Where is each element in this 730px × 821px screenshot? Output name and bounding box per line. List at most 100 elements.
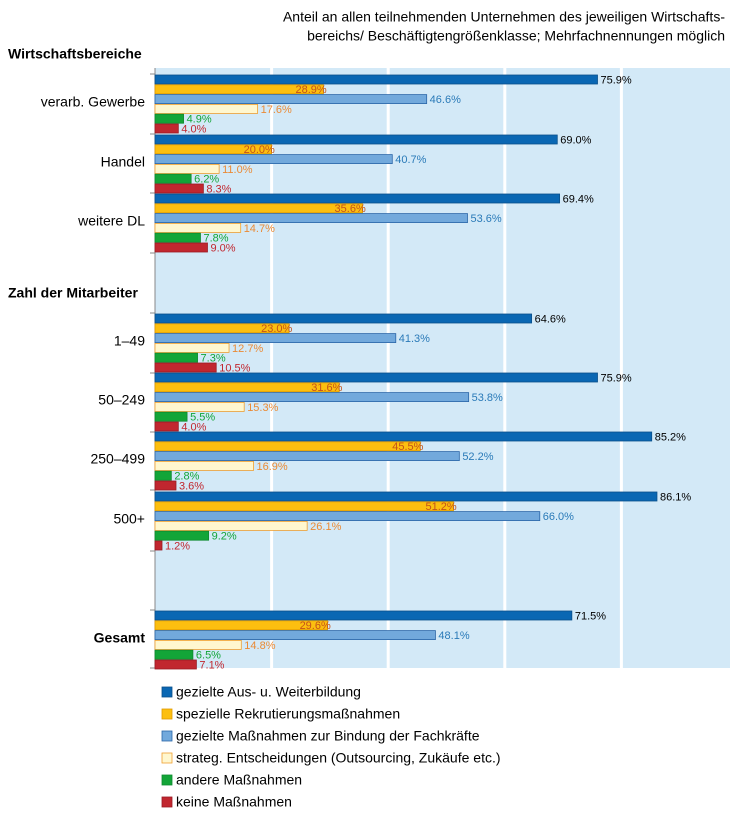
bar [154,113,184,124]
value-label: 48.1% [438,630,469,642]
bar [154,203,363,214]
value-label: 3.6% [179,480,204,492]
bar [154,521,308,531]
bar [154,630,436,640]
legend-label: gezielte Aus- u. Weiterbildung [176,684,361,700]
legend-swatch [161,730,173,742]
bar [154,213,468,224]
value-label: 40.7% [395,154,426,166]
bar [154,134,558,145]
bar [154,84,324,95]
bar [154,163,220,174]
bar [154,460,254,471]
bar [154,411,188,422]
category-label: verarb. Gewerbe [41,94,145,110]
bar [154,183,204,194]
subtitle: bereichs/ Beschäftigtengrößenklasse; Meh… [307,28,725,44]
value-label: 66.0% [543,511,574,523]
value-label: 75.9% [600,372,631,384]
value-label: 6.2% [194,174,219,186]
value-label: 17.6% [261,104,292,116]
bar [154,123,179,134]
bar [154,470,172,481]
value-label: 45.5% [392,441,423,453]
value-label: 9.0% [210,242,235,254]
category-label: 1–49 [114,333,145,349]
category-label: Gesamt [94,630,146,646]
value-label: 10.5% [219,362,250,374]
value-label: 11.0% [222,164,253,176]
value-label: 75.9% [600,74,631,86]
value-label: 53.8% [472,392,503,404]
value-label: 52.2% [462,451,493,463]
bar [154,372,598,383]
bar [154,392,470,403]
bar [154,94,428,104]
value-label: 23.0% [261,323,292,335]
bar [154,154,393,165]
value-label: 4.9% [187,114,212,126]
legend-label: andere Maßnahmen [176,772,302,788]
bar [154,144,272,155]
legend-label: gezielte Maßnahmen zur Bindung der Fachk… [176,728,480,744]
legend-swatch [161,752,173,764]
bar [154,401,245,412]
value-label: 7.8% [203,233,228,245]
value-label: 41.3% [399,333,430,345]
subtitle: Anteil an allen teilnehmenden Unternehme… [283,9,725,25]
legend-label: keine Maßnahmen [176,794,292,810]
bar [154,313,533,324]
bar [154,441,421,452]
bar [154,173,192,184]
value-label: 35.6% [335,203,366,215]
value-label: 53.6% [470,213,501,225]
bar [154,362,217,373]
bar [154,431,653,442]
category-label: 50–249 [98,392,145,408]
bar [154,640,242,650]
value-label: 6.5% [196,650,221,662]
bar [154,104,259,114]
value-label: 8.3% [206,183,231,195]
value-label: 85.2% [655,431,686,443]
legend-swatch [161,796,173,808]
category-label: weitere DL [77,213,145,229]
bar [154,491,658,502]
category-label: Handel [101,154,145,170]
bar [154,342,230,353]
bar [154,649,194,660]
value-label: 7.3% [201,353,226,365]
bar [154,74,598,85]
value-label: 5.5% [190,412,215,424]
bar [154,620,328,631]
bar [154,530,210,541]
value-label: 71.5% [575,610,606,622]
value-label: 1.2% [165,540,190,552]
value-label: 29.6% [300,620,331,632]
legend-label: strateg. Entscheidungen (Outsourcing, Zu… [176,750,501,766]
bar [154,222,242,233]
value-label: 9.2% [212,531,237,543]
value-label: 69.0% [560,134,591,146]
bar [154,451,460,462]
value-label: 69.4% [563,193,594,205]
value-label: 15.3% [247,402,278,414]
plot-background [155,68,730,668]
legend-swatch [161,708,173,720]
bar [154,193,561,204]
value-label: 16.9% [257,461,288,473]
bar [154,333,397,344]
value-label: 28.9% [295,84,326,96]
legend-label: spezielle Rekrutierungsmaßnahmen [176,706,400,722]
value-label: 12.7% [232,343,263,355]
bar [154,352,198,363]
bar [154,232,201,243]
bar [154,610,573,621]
value-label: 31.6% [311,382,342,394]
legend-swatch [161,686,173,698]
bar [154,501,454,512]
bar [154,659,197,670]
value-label: 64.6% [535,313,566,325]
bar [154,323,290,334]
